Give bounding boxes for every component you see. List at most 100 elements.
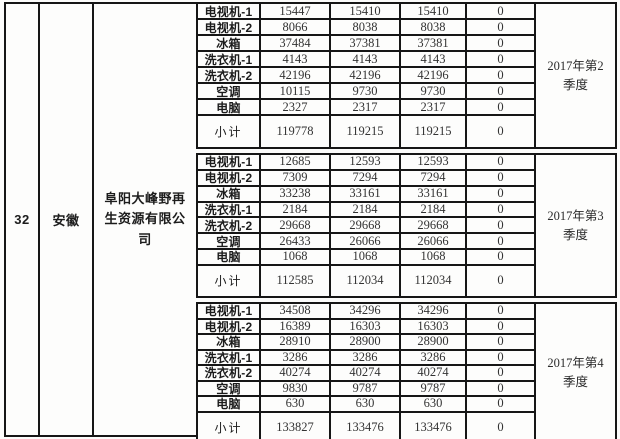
value-cell-4: 0	[467, 366, 536, 382]
value-cell-1: 9830	[261, 381, 331, 398]
item-name-cell: 电视机-2	[198, 20, 261, 37]
value-cell-1: 42196	[261, 68, 331, 85]
value-cell-4: 0	[467, 84, 536, 101]
value-cell-2: 2317	[331, 100, 401, 117]
item-name-cell: 小计	[198, 265, 261, 296]
value-cell-2: 16303	[331, 319, 401, 335]
value-cell-1: 40274	[261, 366, 331, 382]
value-cell-3: 9787	[401, 381, 467, 398]
value-cell-3: 9730	[401, 84, 467, 101]
item-name-cell: 电脑	[198, 100, 261, 117]
value-cell-2: 29668	[331, 218, 401, 235]
value-cell-4: 0	[467, 52, 536, 69]
value-cell-1: 15447	[261, 4, 331, 21]
value-cell-1: 10115	[261, 84, 331, 101]
value-cell-3: 42196	[401, 68, 467, 85]
value-cell-3: 37381	[401, 36, 467, 53]
value-cell-3: 28900	[401, 335, 467, 351]
value-cell-1: 112585	[261, 265, 331, 296]
value-cell-1: 4143	[261, 52, 331, 69]
row-index-cell: 32	[6, 4, 40, 435]
value-cell-2: 119215	[331, 116, 401, 147]
value-cell-2: 133476	[331, 412, 401, 439]
value-cell-1: 28910	[261, 335, 331, 351]
value-cell-1: 26433	[261, 234, 331, 251]
value-cell-4: 0	[467, 100, 536, 117]
value-cell-4: 0	[467, 319, 536, 335]
item-name-cell: 电视机-2	[198, 319, 261, 335]
value-cell-4: 0	[467, 116, 536, 147]
value-cell-4: 0	[467, 202, 536, 219]
value-cell-1: 29668	[261, 218, 331, 235]
value-cell-3: 1068	[401, 250, 467, 266]
item-name-cell: 小计	[198, 412, 261, 439]
value-cell-3: 29668	[401, 218, 467, 235]
value-cell-2: 1068	[331, 250, 401, 266]
value-cell-1: 119778	[261, 116, 331, 147]
value-cell-3: 3286	[401, 350, 467, 367]
quarter-block-q4: 电视机-1 34508 34296 34296 0 电视机-2 16389 16…	[196, 302, 617, 439]
quarter-block-q3: 电视机-1 12685 12593 12593 0 电视机-2 7309 729…	[196, 153, 617, 298]
value-cell-3: 34296	[401, 304, 467, 320]
value-cell-4: 0	[467, 381, 536, 398]
value-cell-3: 7294	[401, 170, 467, 187]
item-name-cell: 小计	[198, 116, 261, 147]
item-name-cell: 空调	[198, 234, 261, 251]
value-cell-3: 33161	[401, 186, 467, 203]
province-cell: 安徽	[40, 4, 94, 435]
value-cell-2: 4143	[331, 52, 401, 69]
item-name-cell: 洗衣机-1	[198, 52, 261, 69]
quarter-period-cell: 2017年第3季度	[547, 208, 604, 242]
value-cell-3: 40274	[401, 366, 467, 382]
item-name-cell: 洗衣机-1	[198, 202, 261, 219]
row-header-region: 32 安徽 阜阳大峰野再生资源有限公司	[4, 2, 196, 437]
value-cell-3: 15410	[401, 4, 467, 21]
value-cell-4: 0	[467, 155, 536, 171]
quarter-period-cell: 2017年第4季度	[547, 356, 604, 389]
value-cell-4: 0	[467, 304, 536, 320]
item-name-cell: 空调	[198, 84, 261, 101]
value-cell-4: 0	[467, 186, 536, 203]
value-cell-4: 0	[467, 397, 536, 413]
value-cell-1: 2184	[261, 202, 331, 219]
value-cell-2: 40274	[331, 366, 401, 382]
value-cell-1: 7309	[261, 170, 331, 187]
value-cell-2: 26066	[331, 234, 401, 251]
value-cell-2: 37381	[331, 36, 401, 53]
value-cell-3: 133476	[401, 412, 467, 439]
value-cell-3: 4143	[401, 52, 467, 69]
value-cell-2: 12593	[331, 155, 401, 171]
value-cell-1: 33238	[261, 186, 331, 203]
value-cell-2: 8038	[331, 20, 401, 37]
item-name-cell: 空调	[198, 381, 261, 398]
value-cell-4: 0	[467, 218, 536, 235]
item-name-cell: 冰箱	[198, 186, 261, 203]
value-cell-3: 2317	[401, 100, 467, 117]
value-cell-2: 28900	[331, 335, 401, 351]
value-cell-4: 0	[467, 234, 536, 251]
value-cell-1: 12685	[261, 155, 331, 171]
value-cell-2: 33161	[331, 186, 401, 203]
item-name-cell: 冰箱	[198, 335, 261, 351]
value-cell-3: 2184	[401, 202, 467, 219]
quarter-block-q2: 电视机-1 15447 15410 15410 0 电视机-2 8066 803…	[196, 2, 617, 149]
value-cell-1: 630	[261, 397, 331, 413]
value-cell-2: 34296	[331, 304, 401, 320]
item-name-cell: 电脑	[198, 397, 261, 413]
value-cell-1: 16389	[261, 319, 331, 335]
value-cell-4: 0	[467, 20, 536, 37]
item-name-cell: 洗衣机-2	[198, 68, 261, 85]
value-cell-4: 0	[467, 265, 536, 296]
value-cell-1: 1068	[261, 250, 331, 266]
item-name-cell: 电视机-1	[198, 4, 261, 21]
item-name-cell: 电脑	[198, 250, 261, 266]
value-cell-2: 3286	[331, 350, 401, 367]
value-cell-1: 3286	[261, 350, 331, 367]
value-cell-4: 0	[467, 68, 536, 85]
value-cell-2: 7294	[331, 170, 401, 187]
value-cell-3: 26066	[401, 234, 467, 251]
item-name-cell: 冰箱	[198, 36, 261, 53]
value-cell-2: 15410	[331, 4, 401, 21]
value-cell-3: 630	[401, 397, 467, 413]
